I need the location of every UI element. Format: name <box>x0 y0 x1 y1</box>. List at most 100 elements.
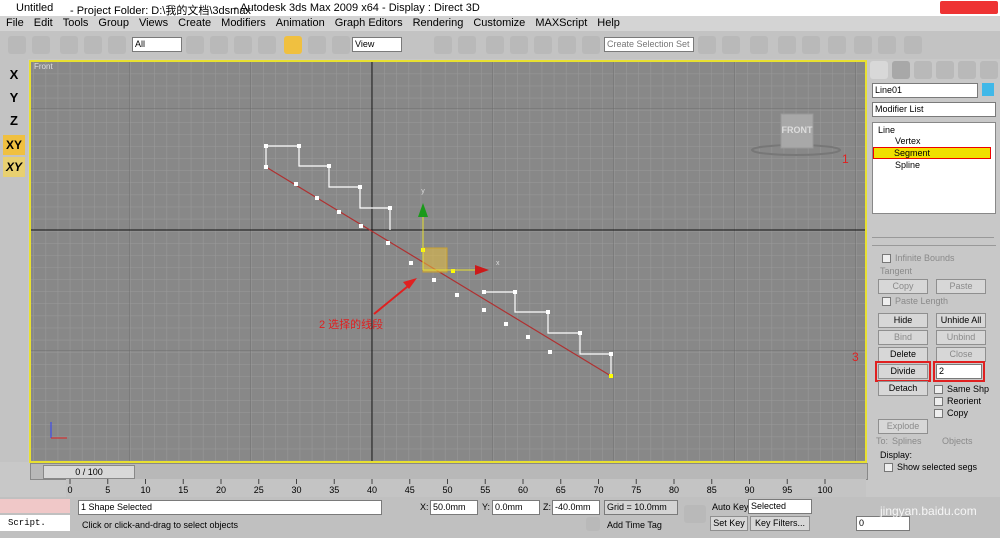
stack-vertex[interactable]: Vertex <box>895 136 921 146</box>
viewcube[interactable]: FRONT <box>782 125 813 135</box>
delete-button[interactable]: Delete <box>878 347 928 362</box>
reference-coord[interactable]: View <box>352 37 402 52</box>
menu-item[interactable]: Edit <box>33 17 53 29</box>
axis-y[interactable]: Y <box>9 90 19 105</box>
objects-radio[interactable]: Objects <box>942 436 973 446</box>
axis-xy[interactable]: XY <box>3 135 25 155</box>
menu-item[interactable]: File <box>6 17 24 29</box>
edit-named[interactable] <box>582 36 600 54</box>
show-selected-segs[interactable]: Show selected segs <box>884 462 977 473</box>
spinner-snap[interactable] <box>558 36 576 54</box>
bind-space[interactable] <box>108 36 126 54</box>
window-crossing[interactable] <box>258 36 276 54</box>
axis-xy-plane[interactable]: XY <box>3 157 25 177</box>
explode-button[interactable]: Explode <box>878 419 928 434</box>
divide-button[interactable]: Divide <box>875 361 931 382</box>
y-field[interactable]: 0.0mm <box>492 500 540 515</box>
time-tag-icon[interactable] <box>586 517 600 531</box>
axis-x[interactable]: X <box>9 67 19 82</box>
rotate[interactable] <box>308 36 326 54</box>
menu-item[interactable]: Customize <box>473 17 526 29</box>
axis-z[interactable]: Z <box>10 113 18 128</box>
object-color[interactable] <box>982 83 994 96</box>
link[interactable] <box>60 36 78 54</box>
object-name[interactable]: Line01 <box>872 83 978 98</box>
viewport-label[interactable]: Front <box>34 62 53 71</box>
menu-item[interactable]: MAXScript <box>535 17 588 29</box>
z-field[interactable]: -40.0mm <box>552 500 600 515</box>
tab-hierarchy[interactable] <box>914 61 932 79</box>
track-bar[interactable]: 0 5 10 15 20 25 30 35 40 45 50 55 60 65 70 75 80 85 90 95 10… <box>0 479 868 497</box>
stack-segment[interactable]: Segment <box>873 147 991 159</box>
undo[interactable] <box>8 36 26 54</box>
set-key[interactable]: Set Key <box>710 516 748 531</box>
same-shp[interactable]: Same Shp <box>934 384 989 395</box>
menu-item[interactable]: Graph Editors <box>334 17 403 29</box>
select[interactable] <box>186 36 204 54</box>
redo[interactable] <box>32 36 50 54</box>
menu-item[interactable]: Create <box>178 17 212 29</box>
manipulate[interactable] <box>458 36 476 54</box>
percent-snap[interactable] <box>534 36 552 54</box>
key-icon[interactable] <box>684 505 706 523</box>
menu-item[interactable]: Group <box>98 17 129 29</box>
tab-create[interactable] <box>870 61 888 79</box>
divide-count[interactable]: 2 <box>933 361 985 382</box>
angle-snap[interactable] <box>510 36 528 54</box>
unhide-all-button[interactable]: Unhide All <box>936 313 986 328</box>
spline-shape[interactable] <box>264 144 613 378</box>
paste-length[interactable]: Paste Length <box>882 296 948 307</box>
window-buttons[interactable] <box>940 1 998 14</box>
select-by-name[interactable] <box>210 36 228 54</box>
menu-item[interactable]: Views <box>138 17 169 29</box>
unlink[interactable] <box>84 36 102 54</box>
snap[interactable] <box>486 36 504 54</box>
menu-item[interactable]: Modifiers <box>221 17 266 29</box>
auto-key[interactable]: Auto Key <box>712 502 749 512</box>
curve-editor[interactable] <box>778 36 796 54</box>
copy-check[interactable]: Copy <box>934 408 968 419</box>
region[interactable] <box>234 36 252 54</box>
current-frame[interactable]: 0 <box>856 516 910 531</box>
scale[interactable] <box>332 36 350 54</box>
pivot[interactable] <box>434 36 452 54</box>
align[interactable] <box>722 36 740 54</box>
copy-button[interactable]: Copy <box>878 279 928 294</box>
render-setup[interactable] <box>854 36 872 54</box>
stack-spline[interactable]: Spline <box>895 160 921 170</box>
time-slider[interactable]: 0 / 100 <box>30 463 868 480</box>
menu-item[interactable]: Animation <box>275 17 325 29</box>
close-button[interactable]: Close <box>936 347 986 362</box>
menu-item[interactable]: Help <box>597 17 620 29</box>
rendered-frame[interactable] <box>878 36 896 54</box>
tab-utilities[interactable] <box>980 61 998 79</box>
named-selection[interactable]: Create Selection Set <box>604 37 694 52</box>
quick-render[interactable] <box>904 36 922 54</box>
detach-button[interactable]: Detach <box>878 381 928 396</box>
stack-line[interactable]: Line <box>878 125 896 135</box>
paste-button[interactable]: Paste <box>936 279 986 294</box>
reorient[interactable]: Reorient <box>934 396 981 407</box>
hide-button[interactable]: Hide <box>878 313 928 328</box>
layers[interactable] <box>750 36 768 54</box>
add-time-tag[interactable]: Add Time Tag <box>607 520 662 530</box>
mirror[interactable] <box>698 36 716 54</box>
material-editor[interactable] <box>828 36 846 54</box>
bind-button[interactable]: Bind <box>878 330 928 345</box>
infinite-bounds[interactable]: Infinite Bounds <box>882 253 955 264</box>
time-slider-thumb[interactable]: 0 / 100 <box>43 465 135 479</box>
tab-display[interactable] <box>958 61 976 79</box>
move[interactable] <box>284 36 302 54</box>
unbind-button[interactable]: Unbind <box>936 330 986 345</box>
x-field[interactable]: 50.0mm <box>430 500 478 515</box>
viewport[interactable]: Front FRONT y x 2 选择的线段 <box>29 60 867 463</box>
menu-item[interactable]: Tools <box>62 17 89 29</box>
selection-filter[interactable]: All <box>132 37 182 52</box>
tab-modify[interactable] <box>892 61 910 79</box>
tab-motion[interactable] <box>936 61 954 79</box>
maxscript-mini[interactable]: Script. <box>0 515 70 531</box>
move-gizmo[interactable]: y x <box>418 188 500 275</box>
maxscript-listener[interactable] <box>0 499 70 513</box>
key-mode[interactable]: Selected <box>748 499 812 514</box>
menu-item[interactable]: Rendering <box>412 17 464 29</box>
